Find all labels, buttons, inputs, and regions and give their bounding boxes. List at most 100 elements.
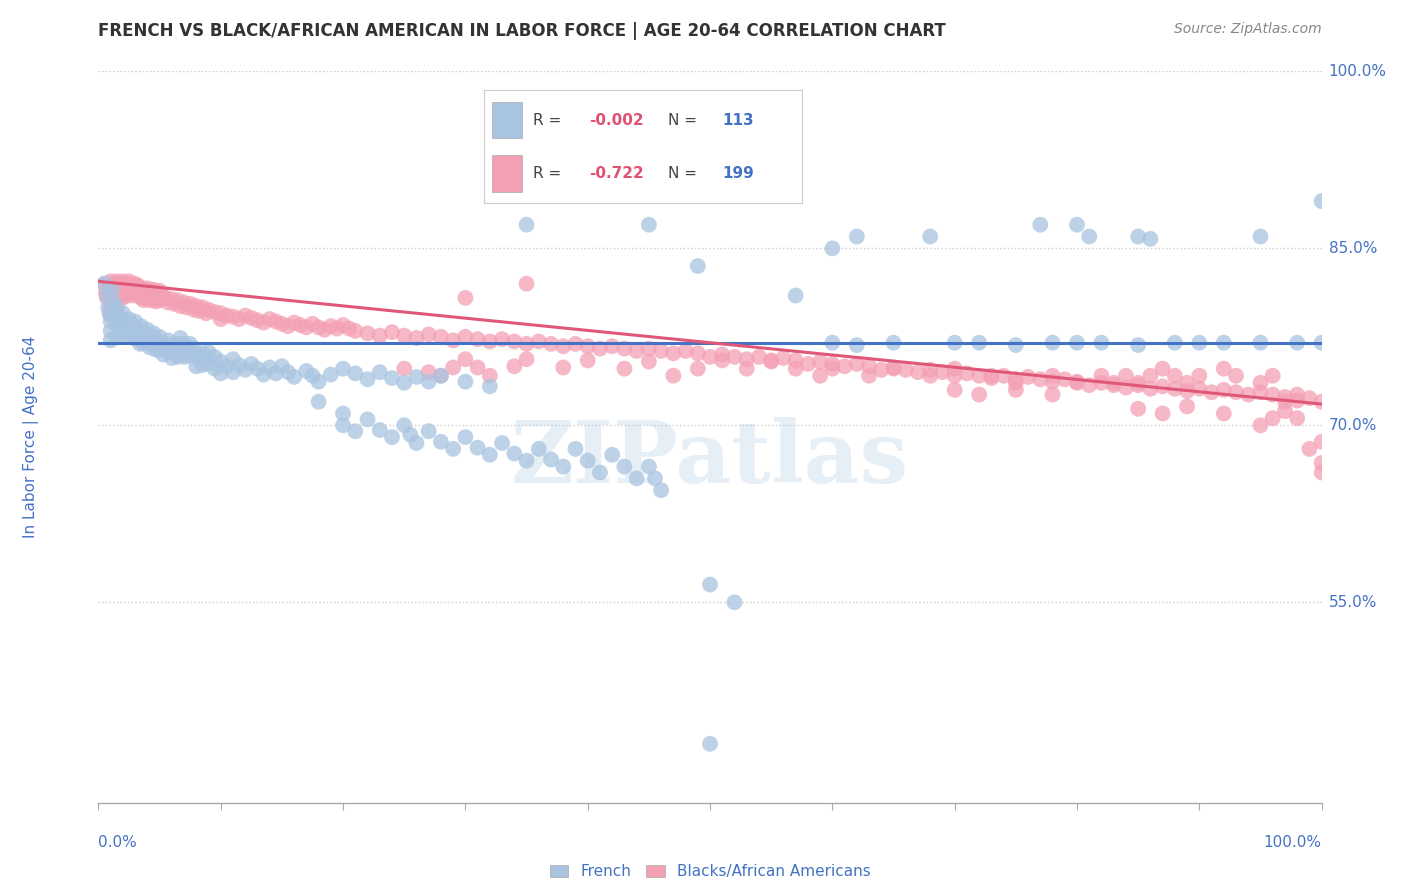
Point — [430, 434, 453, 449]
Point — [1042, 375, 1064, 389]
Point — [134, 328, 156, 343]
Point — [104, 312, 127, 326]
Point — [392, 361, 416, 376]
Point — [515, 352, 537, 367]
Point — [626, 343, 648, 358]
Point — [1261, 368, 1284, 383]
Point — [418, 424, 440, 438]
Point — [540, 337, 562, 351]
Point — [139, 340, 162, 354]
Point — [204, 361, 226, 376]
Point — [785, 361, 807, 376]
Point — [228, 358, 250, 372]
Point — [290, 318, 312, 332]
Point — [515, 277, 537, 291]
Point — [980, 368, 1002, 383]
Point — [454, 291, 477, 305]
Point — [129, 319, 152, 334]
Point — [356, 326, 378, 341]
Point — [283, 316, 305, 330]
Point — [129, 288, 152, 302]
Point — [124, 277, 146, 291]
Point — [111, 274, 134, 288]
Point — [637, 342, 661, 356]
Point — [1212, 361, 1234, 376]
Point — [101, 277, 124, 292]
Point — [967, 387, 990, 401]
Point — [160, 351, 183, 365]
Point — [127, 332, 149, 346]
Point — [100, 281, 122, 295]
Point — [1286, 393, 1309, 408]
Point — [167, 350, 190, 364]
Point — [1175, 376, 1198, 390]
Point — [761, 354, 783, 368]
Point — [1029, 372, 1052, 386]
Point — [129, 291, 152, 305]
Point — [105, 310, 128, 324]
Point — [173, 337, 195, 351]
Point — [454, 430, 477, 444]
Point — [105, 330, 128, 344]
Point — [277, 365, 299, 379]
Point — [515, 218, 537, 232]
Point — [136, 281, 159, 295]
Point — [115, 288, 138, 302]
Point — [821, 335, 844, 350]
Point — [139, 288, 162, 302]
Point — [503, 447, 526, 461]
Point — [1286, 387, 1309, 401]
Text: Source: ZipAtlas.com: Source: ZipAtlas.com — [1174, 22, 1322, 37]
Point — [1188, 335, 1211, 350]
Point — [105, 301, 128, 315]
Point — [117, 328, 139, 343]
Point — [467, 360, 489, 375]
Point — [129, 281, 152, 295]
Point — [1310, 394, 1333, 409]
Point — [138, 327, 160, 342]
Point — [98, 306, 121, 320]
Point — [1090, 376, 1112, 390]
Point — [527, 334, 550, 349]
Point — [197, 357, 219, 371]
Point — [118, 324, 141, 338]
Point — [1066, 218, 1088, 232]
Point — [209, 354, 232, 368]
Point — [1042, 387, 1064, 401]
Point — [613, 342, 636, 356]
Point — [1310, 434, 1333, 449]
Point — [155, 291, 177, 305]
Point — [252, 316, 274, 330]
Point — [111, 291, 134, 305]
Point — [246, 313, 269, 327]
Point — [1066, 375, 1088, 389]
Point — [111, 279, 134, 293]
Point — [283, 370, 305, 384]
Point — [600, 448, 623, 462]
Point — [176, 343, 198, 357]
Point — [392, 376, 416, 390]
Point — [1274, 404, 1296, 418]
Point — [233, 363, 256, 377]
Point — [100, 274, 122, 288]
Point — [120, 326, 142, 341]
Point — [1298, 391, 1320, 405]
Point — [228, 312, 250, 326]
Point — [108, 283, 131, 297]
Point — [1237, 387, 1260, 401]
Point — [1164, 382, 1187, 396]
Point — [107, 277, 129, 291]
Point — [735, 352, 758, 367]
Point — [699, 737, 721, 751]
Point — [169, 299, 191, 313]
Point — [100, 301, 122, 315]
Point — [143, 331, 166, 345]
Point — [1225, 385, 1247, 400]
Point — [122, 331, 145, 345]
Point — [103, 306, 125, 320]
Point — [1128, 229, 1150, 244]
Point — [441, 360, 464, 375]
Point — [270, 359, 294, 374]
Point — [132, 293, 155, 308]
Point — [295, 320, 318, 334]
